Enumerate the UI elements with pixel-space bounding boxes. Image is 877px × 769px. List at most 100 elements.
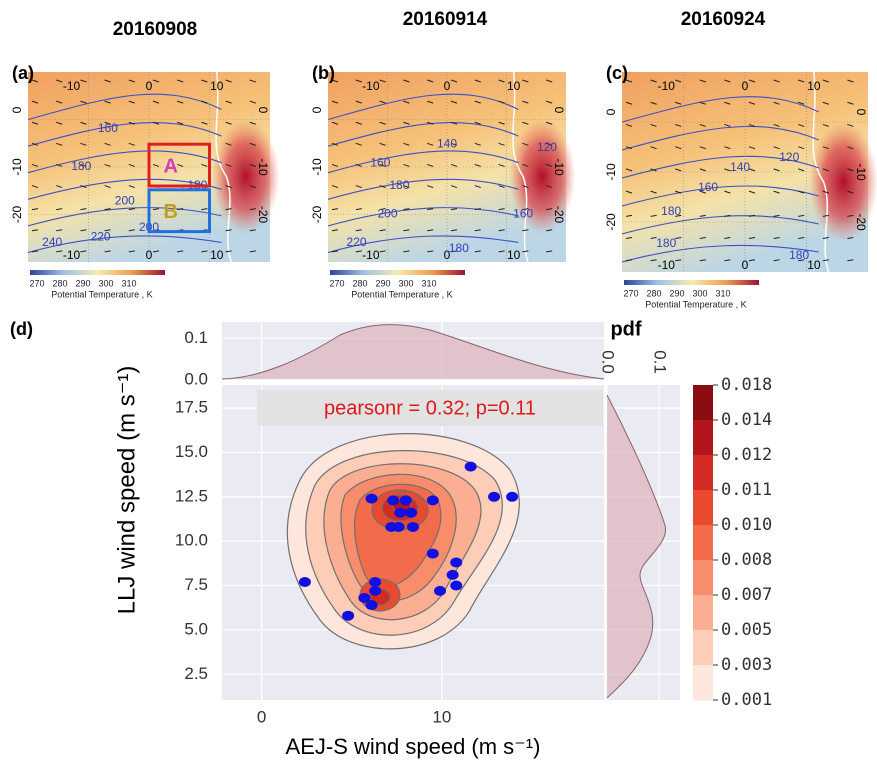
wind-arrow [80, 208, 87, 211]
y-tick-label: 15.0 [175, 442, 208, 461]
map-bottom-tick: 0 [444, 248, 451, 262]
contour-line [621, 155, 819, 179]
wind-arrow [31, 208, 39, 211]
wind-arrow [355, 142, 362, 146]
point [358, 592, 371, 603]
wind-arrow [724, 214, 731, 217]
wind-arrow [31, 142, 39, 146]
map-panel: 140 160 180 200 220 180 160 120 -10 0 10 -10 0 10 0 -10… [310, 63, 576, 299]
wind-arrow [403, 79, 410, 83]
contour-line [327, 122, 519, 147]
map-top-tick: 0 [742, 79, 749, 93]
point [450, 580, 463, 591]
contour-line [27, 93, 222, 121]
map-top-tick: -10 [362, 79, 380, 93]
wind-arrow [675, 168, 682, 172]
wind-arrow [201, 163, 208, 167]
map-right-tick: -20 [256, 206, 270, 224]
contour-label: 180 [449, 241, 469, 255]
wind-arrow [546, 229, 553, 232]
wind-arrow [177, 79, 184, 83]
map-colorbar-tick: 290 [375, 278, 390, 288]
map-colorbar [330, 270, 465, 275]
map-colorbar-tick: 310 [715, 288, 730, 298]
contour-line [621, 185, 819, 207]
wind-arrow [128, 142, 135, 146]
wind-arrow [625, 237, 633, 240]
wind-arrow [822, 190, 829, 194]
panel-date: 20160914 [403, 9, 488, 30]
wind-arrow [249, 100, 256, 104]
wind-arrow [546, 208, 553, 211]
map-right-tick: 0 [552, 107, 566, 114]
wind-arrow [474, 100, 481, 104]
wind-arrow [403, 250, 410, 253]
contour-line [27, 122, 222, 147]
wind-arrow [331, 250, 339, 253]
contour-label: 140 [437, 136, 457, 150]
wind-arrow [675, 146, 682, 150]
wind-arrow [675, 79, 682, 83]
wind-arrow [625, 168, 633, 172]
wind-arrow [546, 250, 553, 253]
point [446, 569, 459, 580]
wind-arrow [847, 237, 854, 240]
wind-arrow [31, 79, 39, 83]
map-bottom-tick: 10 [507, 248, 521, 262]
point [365, 600, 378, 611]
wind-arrow [498, 142, 505, 146]
wind-arrow [522, 121, 529, 125]
wind-arrow [56, 121, 63, 125]
wind-arrow [177, 208, 184, 211]
wind-arrow [249, 121, 256, 125]
wind-arrow [847, 214, 854, 217]
wind-arrow [650, 214, 657, 217]
wind-arrow [379, 100, 386, 104]
wind-arrow [798, 146, 805, 150]
y-tick-label: 7.5 [184, 575, 208, 594]
wind-arrow [798, 237, 805, 240]
wind-arrow [773, 259, 780, 262]
wind-arrow [699, 146, 706, 150]
wind-arrow [31, 121, 39, 125]
wind-arrow [522, 100, 529, 104]
colorbar-swatch [693, 385, 713, 421]
point [450, 557, 463, 568]
wind-arrow [699, 259, 706, 262]
wind-arrow [625, 101, 633, 105]
wind-arrow [201, 100, 208, 104]
wind-arrow [379, 229, 386, 232]
wind-arrow [379, 121, 386, 125]
wind-arrow [773, 190, 780, 194]
wind-arrow [675, 237, 682, 240]
map-colorbar [30, 270, 165, 275]
coastline [512, 71, 529, 263]
wind-arrow [427, 79, 434, 83]
wind-arrow [474, 142, 481, 146]
wind-arrow [225, 163, 232, 167]
wind-arrow [847, 168, 854, 172]
wind-arrow [773, 146, 780, 150]
wind-arrow [379, 208, 386, 211]
wind-arrow [355, 250, 362, 253]
wind-arrow [427, 121, 434, 125]
wind-arrow [675, 214, 682, 217]
y-tick-label: 17.5 [175, 398, 208, 417]
wind-arrow [450, 142, 458, 146]
colorbar-tick-label: 0.012 [721, 445, 772, 465]
contour-line [327, 207, 519, 227]
map-bottom-tick: -10 [362, 248, 380, 262]
wind-arrow [724, 146, 731, 150]
wind-arrow [498, 163, 505, 167]
wind-arrow [650, 79, 657, 83]
wind-arrow [128, 100, 135, 104]
wind-arrow [331, 100, 339, 104]
panel-label: (b) [312, 63, 335, 83]
contour-label: 180 [661, 204, 681, 218]
region-label: B [164, 201, 178, 223]
y-tick-label: 2.5 [184, 664, 208, 683]
wind-arrow [201, 79, 208, 83]
wind-arrow [847, 101, 854, 105]
map-colorbar [624, 280, 759, 285]
